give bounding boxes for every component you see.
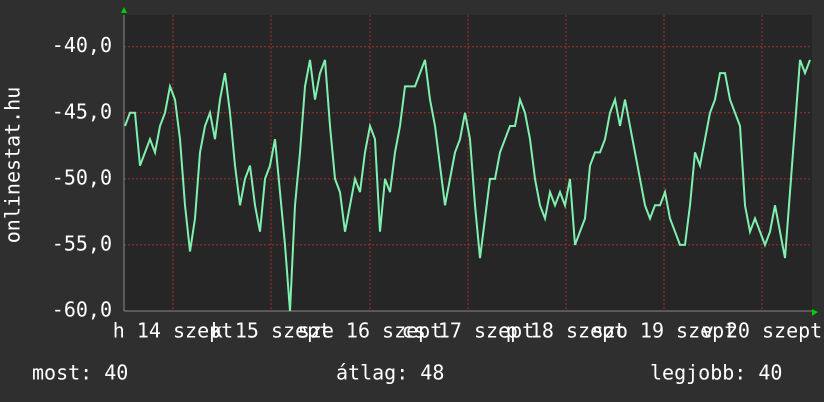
y-axis-arrow — [121, 7, 127, 13]
x-tick-label: p 18 szept — [506, 319, 626, 343]
stat-label: legjobb: 40 — [650, 361, 782, 385]
x-tick-label: h 14 szept — [113, 319, 233, 343]
x-tick-label: sze 16 szept — [298, 319, 443, 343]
x-tick-label: cs 17 szept — [402, 319, 534, 343]
x-tick-label: v 20 szept — [702, 319, 822, 343]
stat-label: átlag: 48 — [336, 361, 444, 385]
x-tick-label: k 15 szept — [211, 319, 331, 343]
x-axis-arrow — [812, 309, 818, 316]
x-tick-label: szo 19 szept — [592, 319, 737, 343]
y-tick-label: -55,0 — [52, 231, 112, 255]
y-axis-label: onlinestat.hu — [1, 87, 25, 244]
data-line — [124, 59, 811, 312]
y-tick-label: -50,0 — [52, 165, 112, 189]
stat-label: most: 40 — [32, 361, 128, 385]
y-tick-label: -40,0 — [52, 33, 112, 57]
y-tick-label: -60,0 — [52, 298, 112, 322]
y-tick-label: -45,0 — [52, 99, 112, 123]
